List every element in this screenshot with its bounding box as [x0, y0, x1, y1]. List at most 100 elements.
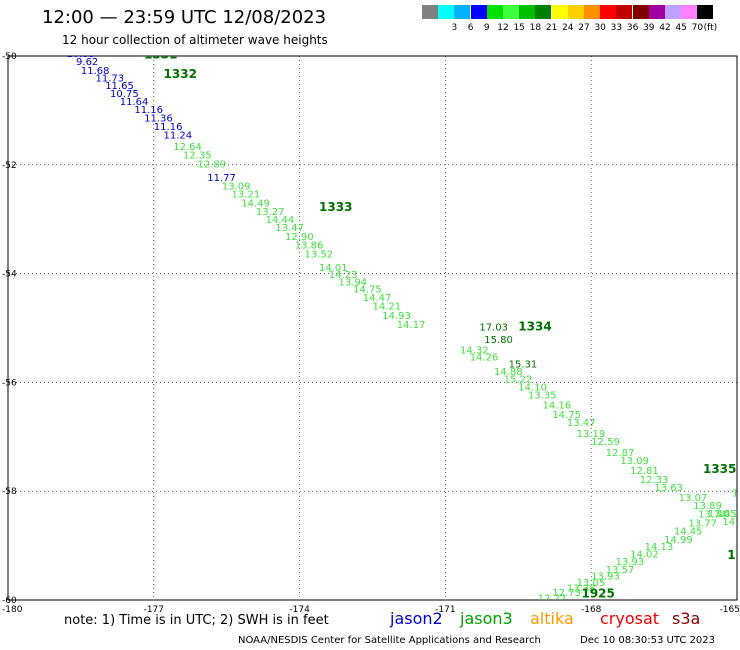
- credit-text: NOAA/NESDIS Center for Satellite Applica…: [238, 635, 541, 646]
- swh-data-label: 15.22: [504, 374, 533, 385]
- swh-data-label: 17.03: [479, 323, 508, 334]
- swh-data-label: 14.13: [645, 542, 674, 553]
- swh-data-label: 13.09: [620, 456, 649, 467]
- legend-swatch: [616, 5, 633, 19]
- legend-swatch: [454, 5, 471, 19]
- legend-tick-label: 18: [529, 23, 542, 33]
- satellite-s3a-label: s3a: [672, 609, 701, 628]
- lat-tick-label: -54: [2, 270, 17, 280]
- legend-swatch: [470, 5, 487, 19]
- lon-tick-label: -165: [720, 605, 740, 615]
- swh-data-label: 11.36: [144, 113, 173, 124]
- swh-data-label: 11.77: [207, 173, 236, 184]
- lon-tick-label: -171: [435, 605, 455, 615]
- swh-data-label: 11.24: [164, 131, 193, 142]
- legend-swatch: [503, 5, 519, 19]
- pass-number-label: 1926: [727, 548, 740, 562]
- swh-data-label: 12.64: [173, 142, 202, 153]
- swh-data-label: 12.73: [552, 588, 581, 599]
- swh-data-label: 12.22: [538, 594, 567, 605]
- satellite-jason3-label: jason3: [460, 609, 513, 628]
- swh-data-label: 14.44: [266, 215, 295, 226]
- legend-swatch: [665, 5, 681, 19]
- swh-data-label: 14.02: [630, 550, 659, 561]
- swh-data-label: 13.19: [577, 429, 606, 440]
- legend-tick-label: 27: [578, 23, 590, 33]
- legend-swatch: [648, 5, 665, 19]
- swh-data-label: 12.90: [285, 232, 314, 243]
- legend-tick-label: 9: [483, 23, 490, 33]
- legend-swatch: [697, 5, 714, 19]
- legend-swatch: [486, 5, 503, 19]
- swh-data-label: 13.77: [688, 519, 717, 530]
- footer-note: note: 1) Time is in UTC; 2) SWH is in fe…: [64, 613, 329, 628]
- swh-data-label: 13.52: [304, 249, 333, 260]
- pass-number-label: 1332: [164, 67, 197, 81]
- lon-tick-label: -168: [581, 605, 602, 615]
- swh-data-label: 14.88: [494, 367, 523, 378]
- swh-data-label: 14.26: [470, 353, 499, 364]
- swh-data-label: 14.01: [319, 263, 348, 274]
- swh-data-label: 14.75: [353, 285, 382, 296]
- legend-tick-label: 12: [497, 23, 509, 33]
- lat-tick-label: -58: [2, 487, 17, 497]
- satellite-jason2-label: jason2: [390, 609, 443, 628]
- swh-data-label: 14.32: [460, 346, 489, 357]
- swh-data-label: 13.86: [295, 241, 324, 252]
- legend-swatch: [422, 5, 438, 19]
- swh-data-label: 14.93: [382, 311, 411, 322]
- swh-data-label: 14.16: [543, 401, 572, 412]
- swh-data-label: 14.17: [397, 320, 426, 331]
- lon-tick-label: -177: [144, 605, 164, 615]
- legend-swatch: [551, 5, 568, 19]
- lon-tick-label: -180: [2, 605, 23, 615]
- swh-data-label: 13.05: [577, 578, 606, 589]
- swh-data-label: 14.34: [718, 509, 740, 520]
- satellite-cryosat-label: cryosat: [600, 609, 660, 628]
- legend-tick-label: 6: [467, 23, 474, 33]
- pass-number-label: 1331: [144, 48, 177, 62]
- swh-data-label: 13.21: [232, 189, 261, 200]
- legend-tick-label: 30: [594, 23, 606, 33]
- pass-number-label: 1925: [581, 586, 614, 600]
- swh-data-label: 12.35: [183, 150, 212, 161]
- legend-tick-label: 36: [626, 23, 639, 33]
- legend-swatch: [600, 5, 617, 19]
- swh-data-label: 11.73: [95, 74, 124, 85]
- legend-tick-label: 45: [675, 23, 687, 33]
- swh-data-label: 13.57: [606, 565, 635, 576]
- swh-data-label: 13.93: [591, 571, 620, 582]
- swh-data-label: 13.09: [222, 181, 251, 192]
- swh-data-label: 12.81: [630, 466, 659, 477]
- swh-observations: 10.339.6211.6811.7311.6510.7511.6411.161…: [66, 48, 740, 605]
- swh-data-label: 13.47: [567, 418, 596, 429]
- map-title: 12:00 — 23:59 UTC 12/08/2023: [42, 7, 327, 28]
- legend-swatch: [632, 5, 649, 19]
- legend-tick-label: 3: [451, 23, 458, 33]
- legend-swatch: [535, 5, 552, 19]
- swh-data-label: 12.59: [591, 437, 620, 448]
- swh-data-label: 13.05: [708, 509, 737, 520]
- lat-tick-label: -56: [2, 378, 17, 388]
- lat-tick-label: -50: [2, 52, 17, 62]
- legend-swatch: [438, 5, 455, 19]
- legend-swatch: [681, 5, 698, 19]
- swh-data-label: 14.99: [664, 535, 693, 546]
- swh-data-label: 12.87: [606, 448, 635, 459]
- swh-data-label: 11.65: [105, 81, 134, 92]
- legend-swatch: [584, 5, 600, 19]
- lat-tick-label: -52: [2, 161, 17, 171]
- swh-data-label: 13.74: [698, 509, 727, 520]
- swh-data-label: 15.80: [484, 335, 513, 346]
- swh-data-label: 10.75: [110, 89, 139, 100]
- swh-data-label: 13.47: [275, 223, 304, 234]
- lat-tick-label: -60: [2, 596, 17, 606]
- swh-data-label: 12.33: [640, 475, 669, 486]
- swh-data-label: 13.89: [693, 501, 722, 512]
- swh-data-label: 13.07: [679, 493, 708, 504]
- swh-data-label: 13.38: [567, 583, 596, 594]
- pass-number-label: 1334: [518, 320, 551, 334]
- swh-data-label: 14.75: [552, 410, 581, 421]
- swh-data-label: 15.31: [509, 360, 538, 371]
